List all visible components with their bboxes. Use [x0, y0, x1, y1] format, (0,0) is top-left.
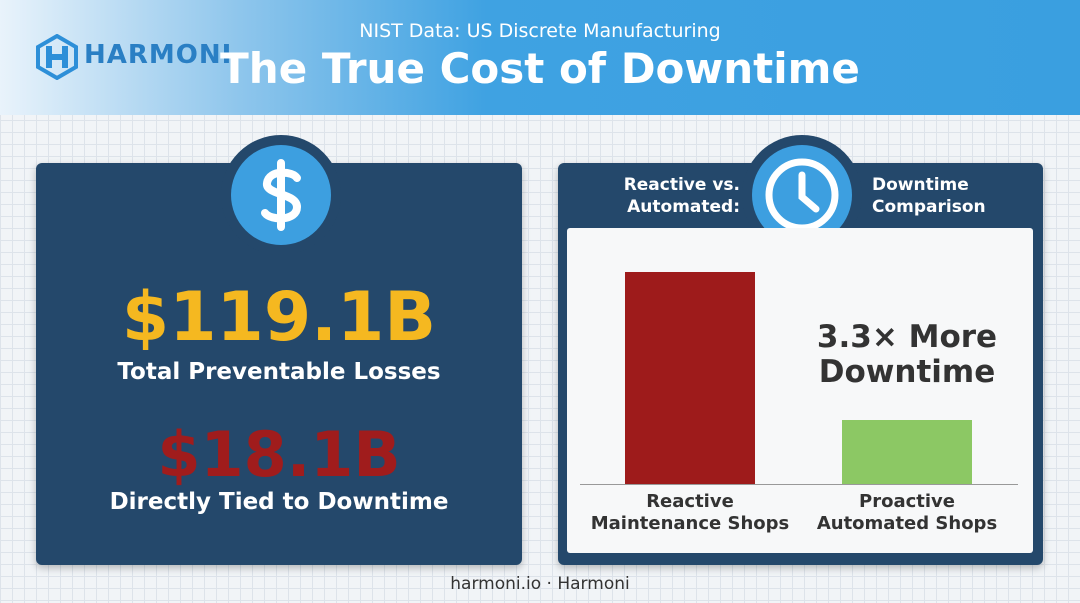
chart-heading: Reactive vs. Automated: [623, 175, 740, 217]
chart-heading: Downtime Comparison [872, 175, 986, 217]
header [0, 0, 1080, 115]
x-tick-label: Proactive Automated Shops [816, 491, 998, 534]
annotation: 3.3× More Downtime [816, 319, 998, 390]
title: The True Cost of Downtime [220, 44, 860, 93]
stat: $18.1B [157, 418, 401, 491]
dollar-icon [221, 135, 341, 255]
footer: harmoni.io · Harmoni [450, 574, 630, 594]
stat-label: Directly Tied to Downtime [109, 489, 449, 515]
x-tick-label: Reactive Maintenance Shops [590, 491, 790, 534]
clock-icon [742, 135, 862, 255]
logo-icon [36, 34, 78, 80]
baseline [580, 484, 1018, 485]
stat-label: Total Preventable Losses [117, 359, 441, 385]
bar [625, 271, 755, 484]
logo-text: HARMONI [84, 40, 233, 70]
subtitle: NIST Data: US Discrete Manufacturing [359, 20, 721, 42]
big-stat: $119.1B [121, 278, 437, 357]
bar [842, 419, 972, 484]
